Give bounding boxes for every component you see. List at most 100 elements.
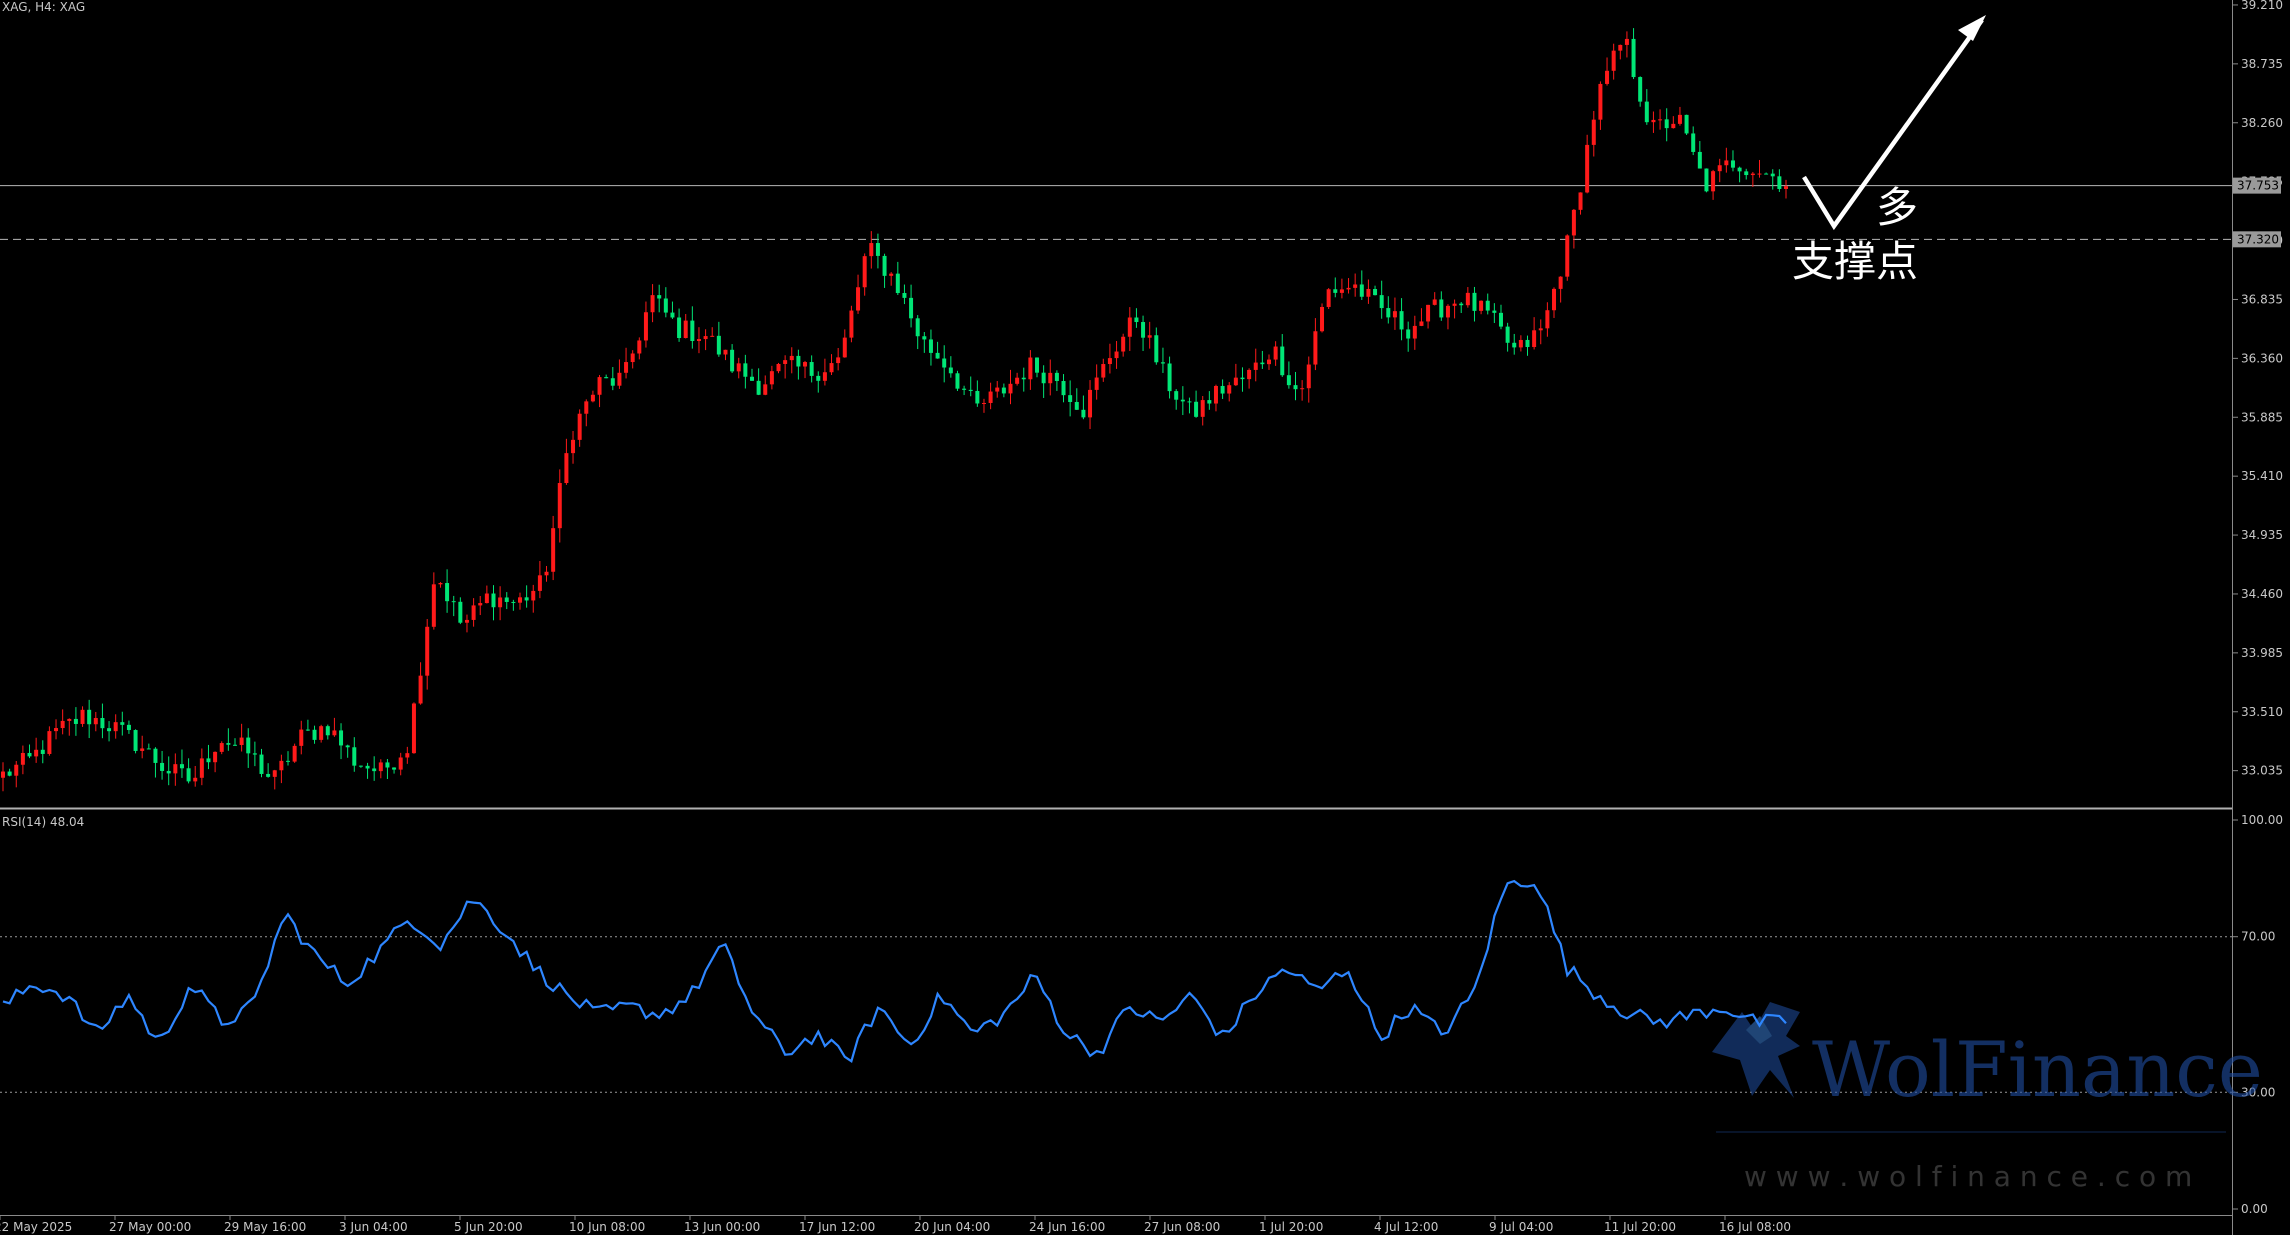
candle-body	[206, 758, 211, 763]
candle-body	[1200, 400, 1205, 417]
candle-body	[1147, 335, 1152, 338]
candle-body	[1220, 385, 1225, 394]
price-y-tick-label: 35.410	[2241, 469, 2283, 483]
candle-body	[776, 363, 781, 372]
candle-body	[1373, 288, 1378, 296]
candle-body	[1545, 310, 1550, 329]
candle-body	[411, 703, 416, 754]
candle-body	[498, 597, 503, 608]
candle-body	[299, 729, 304, 746]
candle-body	[259, 754, 264, 774]
candle-body	[1764, 173, 1769, 175]
candle-body	[1770, 173, 1775, 177]
price-y-tick-label: 33.510	[2241, 705, 2283, 719]
candle-body	[902, 293, 907, 298]
candle-body	[1286, 375, 1291, 386]
candle-body	[14, 764, 19, 776]
candle-body	[590, 394, 595, 402]
candle-body	[1750, 173, 1755, 176]
candle-body	[1054, 372, 1059, 381]
candle-body	[279, 760, 284, 771]
candle-body	[358, 765, 363, 767]
candle-body	[1233, 377, 1238, 386]
candle-body	[544, 571, 549, 576]
candlestick-series	[1, 28, 1788, 792]
x-tick-label: 11 Jul 20:00	[1604, 1220, 1676, 1234]
candle-body	[199, 758, 204, 778]
candle-body	[915, 318, 920, 337]
candle-body	[365, 765, 370, 769]
candle-body	[1532, 330, 1537, 348]
candle-body	[935, 352, 940, 359]
candle-body	[332, 730, 337, 736]
candle-body	[1638, 77, 1643, 102]
price-y-tick-label: 34.460	[2241, 587, 2283, 601]
rsi-line	[2, 879, 1787, 1063]
candle-body	[1, 771, 5, 778]
candle-body	[1194, 401, 1199, 417]
candle-body	[1227, 385, 1232, 394]
candle-body	[1074, 401, 1079, 410]
candle-body	[1339, 289, 1344, 293]
candle-body	[981, 402, 986, 404]
candle-body	[796, 355, 801, 367]
candle-body	[1479, 300, 1484, 311]
candle-body	[1167, 363, 1172, 392]
candle-body	[1406, 329, 1411, 339]
candle-body	[716, 335, 721, 355]
candle-body	[1253, 362, 1258, 370]
candle-body	[1359, 284, 1364, 297]
candle-body	[1392, 311, 1397, 318]
candle-body	[1671, 123, 1676, 129]
candle-body	[1757, 173, 1762, 175]
candle-body	[988, 391, 993, 403]
candle-body	[1618, 44, 1623, 51]
candle-body	[186, 768, 191, 782]
price-y-tick-label: 34.935	[2241, 528, 2283, 542]
candle-body	[849, 310, 854, 338]
candle-body	[1101, 364, 1106, 378]
candle-body	[160, 762, 165, 771]
candle-body	[962, 388, 967, 390]
candle-body	[942, 358, 947, 368]
candle-body	[438, 583, 443, 585]
candle-body	[286, 760, 291, 762]
candle-body	[1611, 50, 1616, 71]
price-y-tick-label: 38.735	[2241, 57, 2283, 71]
x-tick-label: 27 Jun 08:00	[1144, 1220, 1220, 1234]
candle-body	[385, 762, 390, 768]
candle-body	[1704, 168, 1709, 192]
x-tick-label: 22 May 2025	[0, 1220, 72, 1234]
candle-body	[703, 336, 708, 340]
candle-body	[511, 601, 516, 603]
candle-body	[909, 297, 914, 319]
candle-body	[1538, 328, 1543, 331]
candle-body	[1273, 346, 1278, 360]
candle-body	[862, 256, 867, 288]
candle-body	[975, 390, 980, 404]
candle-body	[232, 744, 237, 746]
candle-body	[955, 373, 960, 389]
x-tick-label: 4 Jul 12:00	[1374, 1220, 1438, 1234]
candle-body	[597, 377, 602, 395]
candle-body	[1213, 385, 1218, 404]
candle-body	[352, 747, 357, 766]
candle-body	[431, 584, 436, 627]
price-y-axis: 33.035 33.510 33.985 34.460 34.935 35.410 35.8…	[2232, 0, 2283, 778]
candle-body	[1492, 310, 1497, 313]
candle-body	[663, 298, 668, 313]
candle-body	[624, 362, 629, 373]
candle-body	[1207, 400, 1212, 404]
candle-body	[153, 748, 158, 763]
candle-body	[1658, 119, 1663, 121]
candle-body	[292, 745, 297, 762]
candle-body	[829, 363, 834, 373]
rsi-y-axis: 0.00 30.00 70.00 100.00	[2232, 813, 2283, 1216]
candle-body	[1485, 300, 1490, 311]
candle-body	[1664, 119, 1669, 129]
candle-body	[239, 737, 244, 745]
candle-body	[1565, 235, 1570, 277]
rsi-levels	[0, 936, 2232, 1093]
candle-body	[637, 340, 642, 354]
